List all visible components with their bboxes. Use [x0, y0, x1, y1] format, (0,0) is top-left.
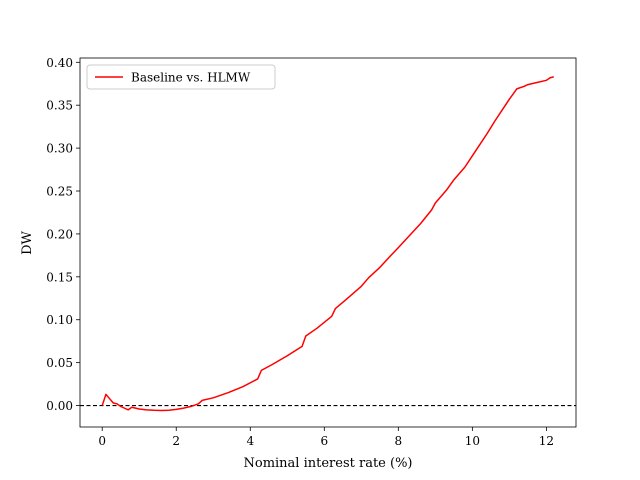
series-line-0	[101, 76, 554, 412]
x-axis-label: Nominal interest rate (%)	[244, 456, 413, 471]
plot-area	[79, 57, 577, 428]
y-tick-label: 0.20	[46, 227, 73, 241]
legend: Baseline vs. HLMW	[86, 64, 276, 90]
x-tick-label: 6	[320, 434, 328, 448]
plot-frame	[79, 57, 577, 428]
x-tick-label: 12	[539, 434, 554, 448]
y-tick-label: 0.30	[46, 142, 73, 156]
legend-label: Baseline vs. HLMW	[131, 71, 251, 85]
y-tick-label: 0.25	[46, 185, 73, 199]
legend-box	[86, 64, 276, 90]
y-tick-label: 0.05	[46, 356, 73, 370]
x-tick-label: 2	[172, 434, 180, 448]
x-axis: 0 2 4 6 8 10 12	[98, 427, 554, 448]
y-tick-label: 0.35	[46, 99, 73, 113]
y-axis-label: DW	[20, 230, 35, 254]
x-tick-label: 8	[395, 434, 403, 448]
x-tick-label: 4	[246, 434, 254, 448]
y-tick-label: 0.10	[46, 313, 73, 327]
x-tick-label: 0	[98, 434, 106, 448]
y-tick-label: 0.00	[46, 399, 73, 413]
y-axis: 0.00 0.05 0.10 0.15 0.20 0.25 0.30 0.35 0.40	[46, 56, 80, 413]
x-tick-label: 10	[465, 434, 480, 448]
y-tick-label: 0.15	[46, 270, 73, 284]
y-tick-label: 0.40	[46, 56, 73, 70]
